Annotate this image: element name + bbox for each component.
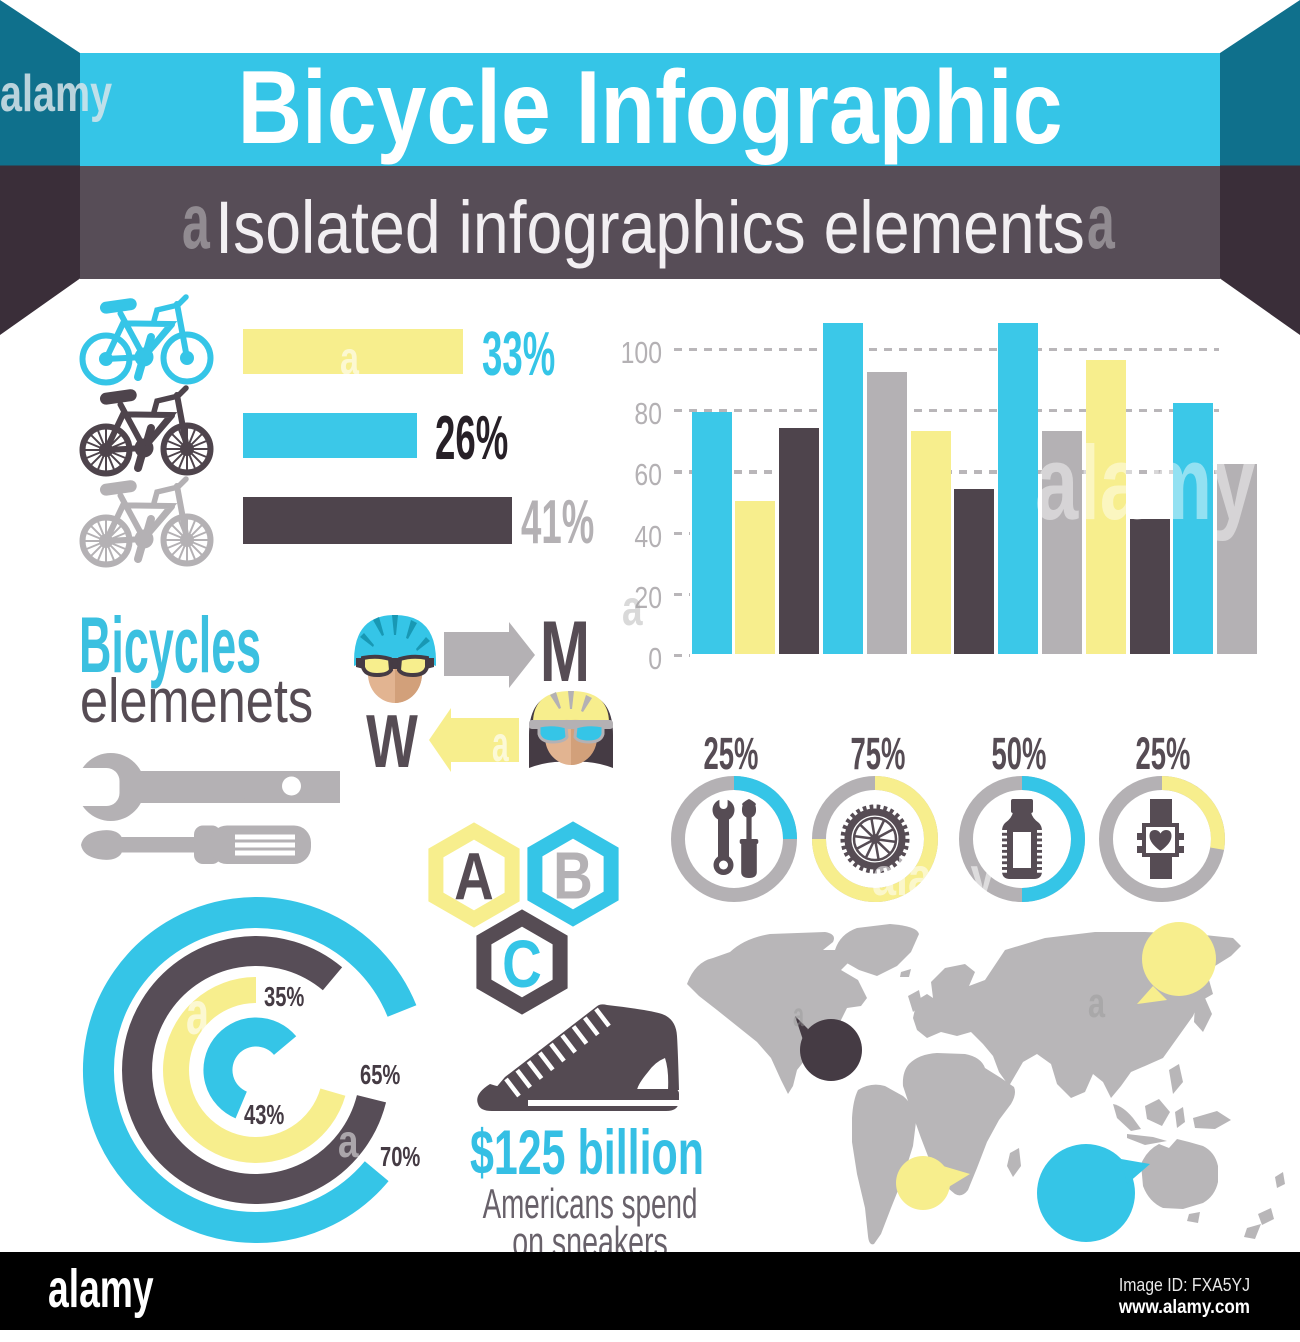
svg-text:C: C [502, 927, 542, 1001]
svg-text:W: W [366, 700, 418, 783]
svg-text:B: B [553, 838, 593, 912]
svg-text:A: A [454, 839, 494, 913]
svg-text:M: M [540, 603, 590, 699]
